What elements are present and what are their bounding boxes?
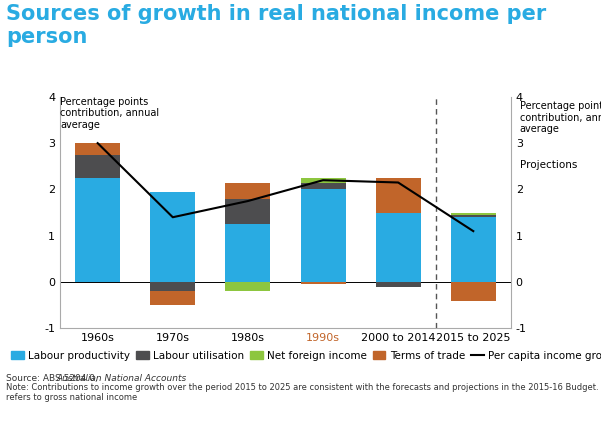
Bar	[451, 215, 496, 217]
Text: Percentage points
contribution, annual
average: Percentage points contribution, annual a…	[60, 97, 159, 130]
Bar	[225, 182, 270, 199]
Bar	[300, 178, 346, 182]
Bar	[75, 178, 120, 282]
Bar	[376, 178, 421, 213]
Text: Percentage points
contribution, annual
average: Percentage points contribution, annual a…	[520, 101, 601, 134]
Bar	[75, 155, 120, 178]
Bar	[75, 143, 120, 155]
Bar	[150, 291, 195, 305]
Legend: Labour productivity, Labour utilisation, Net foreign income, Terms of trade, Per: Labour productivity, Labour utilisation,…	[11, 351, 601, 361]
Bar	[300, 189, 346, 282]
Text: Projections: Projections	[520, 160, 577, 170]
Bar	[451, 217, 496, 282]
Bar	[150, 192, 195, 282]
Bar	[376, 213, 421, 282]
Text: Australian National Accounts: Australian National Accounts	[56, 374, 187, 383]
Bar	[451, 213, 496, 215]
Bar	[150, 282, 195, 291]
Text: Note: Contributions to income growth over the period 2015 to 2025 are consistent: Note: Contributions to income growth ove…	[6, 383, 601, 402]
Text: Sources of growth in real national income per person: Sources of growth in real national incom…	[6, 4, 546, 48]
Bar	[225, 282, 270, 291]
Bar	[376, 282, 421, 287]
Text: Source: ABS 5204.0,: Source: ABS 5204.0,	[6, 374, 100, 383]
Bar	[225, 224, 270, 282]
Bar	[225, 199, 270, 224]
Bar	[300, 282, 346, 285]
Bar	[451, 282, 496, 301]
Bar	[300, 183, 346, 189]
